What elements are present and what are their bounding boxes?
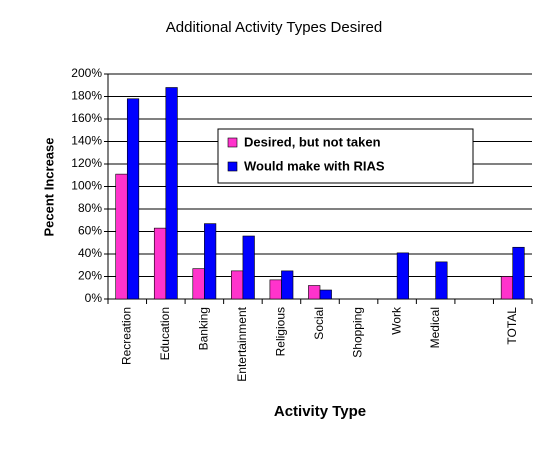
x-tick-label: Social: [312, 307, 326, 340]
y-tick-label: 140%: [71, 134, 102, 148]
bar: [165, 87, 178, 300]
bar: [396, 252, 409, 300]
x-axis-label: Activity Type: [274, 403, 366, 420]
legend-box: [217, 128, 474, 184]
bar: [500, 276, 514, 300]
bar: [115, 173, 128, 300]
y-tick-label: 180%: [71, 89, 102, 103]
y-axis-label: Pecent Increase: [41, 137, 56, 236]
y-tick-label: 20%: [78, 269, 102, 283]
x-tick-label: TOTAL: [505, 307, 519, 345]
x-tick-label: Banking: [197, 307, 211, 350]
x-tick-label: Education: [158, 307, 172, 360]
y-tick-label: 160%: [71, 111, 102, 125]
y-tick-label: 100%: [71, 179, 102, 193]
bar: [269, 279, 282, 300]
bar: [242, 235, 255, 300]
x-tick-label: Shopping: [351, 307, 365, 358]
bar: [192, 268, 205, 300]
bar: [126, 98, 140, 300]
bar: [231, 270, 244, 300]
x-tick-label: Recreation: [119, 307, 133, 365]
y-tick-label: 0%: [85, 291, 103, 305]
bar: [512, 246, 525, 300]
y-tick-label: 80%: [78, 201, 102, 215]
bar: [204, 223, 217, 300]
x-tick-label: Work: [389, 306, 403, 335]
legend-swatch: [227, 161, 238, 172]
bar: [153, 227, 167, 300]
y-tick-label: 40%: [78, 246, 102, 260]
chart-title: Additional Activity Types Desired: [166, 19, 383, 36]
legend-label: Desired, but not taken: [244, 134, 381, 149]
bar: [435, 261, 448, 300]
bar: [308, 285, 321, 300]
bar: [319, 289, 332, 300]
y-tick-label: 120%: [71, 156, 102, 170]
x-tick-label: Entertainment: [235, 306, 249, 381]
bar: [281, 270, 294, 300]
x-tick-label: Medical: [428, 307, 442, 348]
y-tick-label: 200%: [71, 66, 102, 80]
legend-swatch: [227, 137, 238, 148]
x-tick-label: Religious: [274, 307, 288, 356]
legend-label: Would make with RIAS: [244, 158, 385, 173]
y-tick-label: 60%: [78, 224, 102, 238]
